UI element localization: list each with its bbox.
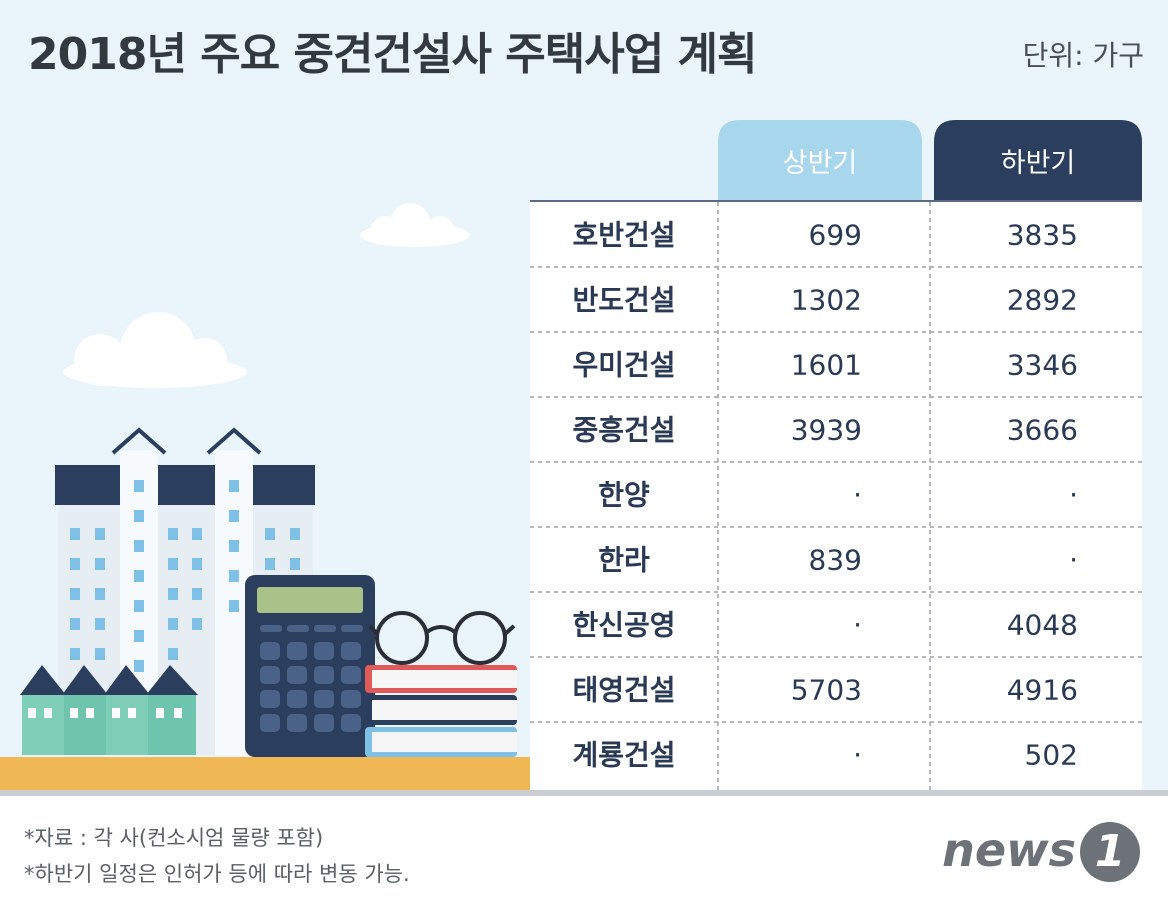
cell-first-half: 3939 bbox=[791, 414, 862, 447]
table-row: 계룡건설 · 502 bbox=[572, 739, 1078, 772]
houses-icon bbox=[20, 665, 198, 755]
row-label: 계룡건설 bbox=[572, 739, 675, 772]
row-label: 우미건설 bbox=[572, 349, 675, 382]
schedule-note: *하반기 일정은 인허가 등에 따라 변동 가능. bbox=[24, 862, 410, 886]
cell-first-half: 1302 bbox=[791, 284, 862, 317]
row-label: 호반건설 bbox=[572, 219, 675, 252]
cell-second-half: 3835 bbox=[1007, 219, 1078, 252]
city-illustration bbox=[0, 203, 530, 790]
cell-first-half: 5703 bbox=[791, 674, 862, 707]
row-label: 한신공영 bbox=[572, 609, 675, 642]
table-row: 태영건설 5703 4916 bbox=[530, 674, 1142, 723]
news1-logo: news 1 bbox=[942, 822, 1140, 882]
cell-first-half: · bbox=[853, 609, 862, 642]
cell-first-half: · bbox=[853, 479, 862, 512]
column-header-bg bbox=[934, 120, 1142, 200]
table-row: 반도건설 1302 2892 bbox=[530, 284, 1142, 333]
row-label: 한라 bbox=[598, 544, 650, 577]
table-row: 한양 · · bbox=[530, 479, 1142, 528]
column-header: 하반기 bbox=[1001, 148, 1076, 179]
cell-first-half: 699 bbox=[809, 219, 862, 252]
unit-label: 단위: 가구 bbox=[1022, 39, 1144, 72]
table-row: 호반건설 699 3835 bbox=[530, 219, 1142, 268]
row-label: 태영건설 bbox=[572, 674, 675, 707]
footer: *자료 : 각 사(컨소시엄 물량 포함) *하반기 일정은 인허가 등에 따라… bbox=[0, 790, 1168, 908]
row-label: 한양 bbox=[598, 479, 650, 512]
cell-second-half: 2892 bbox=[1007, 284, 1078, 317]
cell-first-half: 839 bbox=[809, 544, 862, 577]
cell-first-half: · bbox=[853, 739, 862, 772]
glasses-icon bbox=[368, 611, 516, 665]
cell-first-half: 1601 bbox=[791, 349, 862, 382]
cell-second-half: 4916 bbox=[1007, 674, 1078, 707]
ground-strip bbox=[0, 757, 530, 790]
row-label: 중흥건설 bbox=[572, 414, 675, 447]
row-label: 반도건설 bbox=[572, 284, 675, 317]
table-body bbox=[530, 200, 1142, 790]
data-table: 상반기 하반기 호반건설 699 3835 반도건설 1302 2892 우미건설 1601 33… bbox=[530, 120, 1142, 790]
column-header: 상반기 bbox=[783, 148, 858, 179]
calculator-icon bbox=[245, 575, 375, 757]
table-row: 한신공영 · 4048 bbox=[530, 609, 1142, 658]
cell-second-half: · bbox=[1069, 479, 1078, 512]
table-row: 우미건설 1601 3346 bbox=[530, 349, 1142, 398]
cloud-icon bbox=[360, 203, 470, 247]
column-header-bg bbox=[718, 120, 922, 200]
cell-second-half: 4048 bbox=[1007, 609, 1078, 642]
source-note: *자료 : 각 사(컨소시엄 물량 포함) bbox=[24, 826, 324, 850]
cloud-icon bbox=[63, 312, 247, 388]
books-icon bbox=[365, 665, 517, 757]
page-title: 2018년 주요 중견건설사 주택사업 계획 bbox=[28, 29, 757, 80]
cell-second-half: 502 bbox=[1025, 739, 1078, 772]
table-row: 중흥건설 3939 3666 bbox=[530, 414, 1142, 463]
table-row: 한라 839 · bbox=[530, 544, 1142, 593]
cell-second-half: · bbox=[1069, 544, 1078, 577]
cell-second-half: 3666 bbox=[1007, 414, 1078, 447]
cell-second-half: 3346 bbox=[1007, 349, 1078, 382]
